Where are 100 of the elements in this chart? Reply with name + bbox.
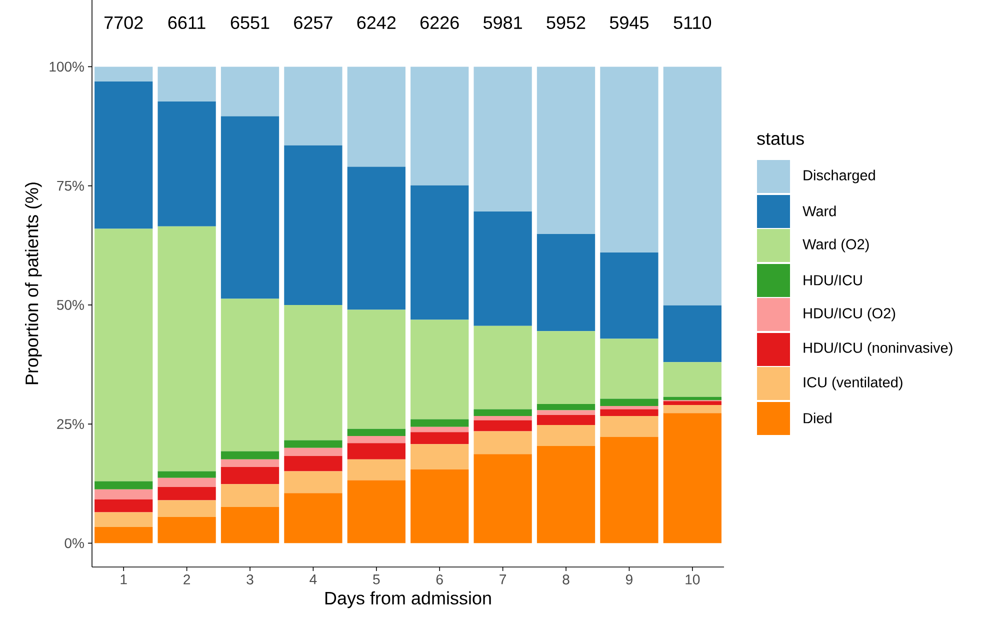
bar [600, 66, 658, 253]
bar [536, 415, 596, 426]
bar [347, 480, 406, 544]
bar [600, 338, 658, 399]
bar [284, 145, 342, 305]
x-tick-label: 9 [626, 574, 632, 584]
y-tick-label: 75% [57, 180, 84, 191]
bar [474, 420, 532, 432]
bar [663, 362, 722, 397]
annotation: 5110 [674, 16, 712, 30]
bar [474, 431, 532, 454]
x-tick-label: 10 [686, 574, 700, 584]
bar [158, 226, 216, 472]
legend-label: Died [804, 412, 832, 424]
bar [536, 404, 596, 410]
bar [474, 212, 532, 326]
bar [474, 454, 532, 544]
annotation: 6226 [420, 16, 459, 30]
bar [347, 310, 406, 429]
legend-label: ICU (ventilated) [804, 376, 902, 390]
y-axis-title: Proportion of patients (%) [25, 182, 42, 384]
bar [474, 326, 532, 410]
legend-label: HDU/ICU (O2) [804, 308, 896, 322]
bar [347, 436, 406, 444]
bar [220, 506, 280, 544]
bar [536, 234, 596, 332]
bar [94, 526, 153, 544]
x-tick-label: 1 [120, 574, 127, 584]
bar [663, 305, 722, 362]
bar [600, 406, 658, 410]
bar [600, 409, 658, 416]
x-tick-label: 4 [310, 574, 317, 584]
bar [600, 252, 658, 339]
bar [94, 66, 153, 82]
bar [158, 486, 216, 500]
bar [94, 512, 153, 527]
bar [220, 459, 280, 467]
x-tick-label: 6 [436, 574, 443, 584]
legend-label: Ward [802, 206, 836, 216]
bar [284, 66, 342, 146]
bar [220, 451, 280, 460]
legend-label: Discharged [804, 170, 875, 184]
bar [220, 484, 280, 507]
y-tick-label: 0% [64, 538, 84, 548]
annotation: 7702 [104, 16, 143, 30]
annotation: 6242 [357, 16, 396, 30]
bar [94, 499, 153, 512]
bar [220, 466, 280, 484]
bar [536, 331, 596, 404]
bar [220, 66, 280, 116]
bar [347, 166, 406, 310]
bar [663, 413, 722, 544]
bar [284, 456, 342, 472]
bar [158, 471, 216, 478]
bar [536, 425, 596, 446]
legend-title: status [757, 133, 804, 145]
x-tick-label: 2 [184, 574, 190, 584]
bar [94, 481, 153, 490]
annotation: 6611 [168, 16, 206, 30]
bar [410, 320, 469, 420]
x-tick-label: 7 [500, 574, 506, 584]
legend-label: HDU/ICU (noninvasive) [804, 342, 952, 356]
bar [284, 440, 342, 448]
bar [474, 409, 532, 416]
bar [347, 428, 406, 436]
bar [94, 81, 153, 229]
bar [663, 404, 722, 414]
bar [663, 66, 722, 306]
bar [220, 116, 280, 299]
bar [158, 66, 216, 102]
x-tick-label: 8 [562, 574, 570, 584]
bar [663, 401, 722, 405]
annotation: 5981 [484, 16, 522, 30]
annotation: 6257 [294, 16, 332, 30]
legend-label: Ward (O2) [802, 238, 869, 252]
bar [536, 66, 596, 234]
bar [600, 398, 658, 406]
bar [284, 493, 342, 544]
bar [663, 396, 722, 400]
bar [158, 101, 216, 226]
bar [410, 66, 469, 186]
bar [410, 469, 469, 544]
bar [347, 443, 406, 460]
annotation: 5945 [610, 16, 648, 30]
bar [410, 444, 469, 470]
bar [284, 304, 342, 440]
bar [284, 471, 342, 494]
y-tick-label: 100% [50, 62, 84, 72]
bar [536, 410, 596, 416]
bar [474, 416, 532, 420]
x-tick-label: 3 [246, 574, 254, 584]
bar [347, 459, 406, 480]
bar [94, 489, 153, 500]
annotation: 6551 [230, 16, 270, 30]
bar [220, 298, 280, 452]
bar [347, 66, 406, 167]
bar [474, 66, 532, 212]
bar [158, 516, 216, 544]
bar [600, 416, 658, 437]
bar [410, 185, 469, 320]
